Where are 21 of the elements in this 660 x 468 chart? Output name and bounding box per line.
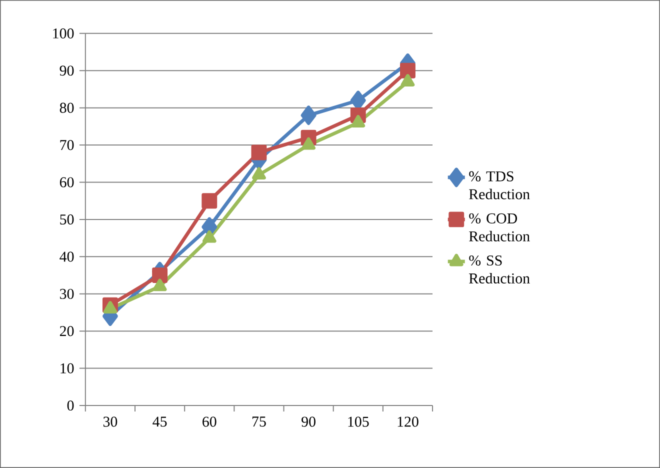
x-tick-label: 75 <box>252 416 266 427</box>
x-tick-label: 90 <box>302 416 316 427</box>
y-tick-label: 30 <box>60 288 74 299</box>
y-tick-label: 100 <box>53 28 74 38</box>
y-tick-label: 50 <box>60 214 74 225</box>
y-tick-label: 20 <box>60 326 74 336</box>
y-tick-label: 10 <box>60 363 74 374</box>
y-tick-label: 70 <box>60 140 74 150</box>
x-tick-label: 60 <box>202 416 216 427</box>
legend-label: % SS Reduction <box>469 255 530 284</box>
y-tick-label: 90 <box>60 66 74 76</box>
legend-label: % TDS Reduction <box>469 171 530 200</box>
y-tick-label: 80 <box>60 102 74 113</box>
y-tick-label: 40 <box>60 252 74 262</box>
x-tick-label: 105 <box>348 416 369 427</box>
x-tick-label: 30 <box>103 416 118 427</box>
x-tick-label: 120 <box>398 416 418 427</box>
legend-label: % COD Reduction <box>469 213 530 242</box>
y-tick-label: 60 <box>60 177 74 188</box>
x-tick-label: 45 <box>152 416 167 427</box>
y-tick-label: 0 <box>67 400 74 411</box>
